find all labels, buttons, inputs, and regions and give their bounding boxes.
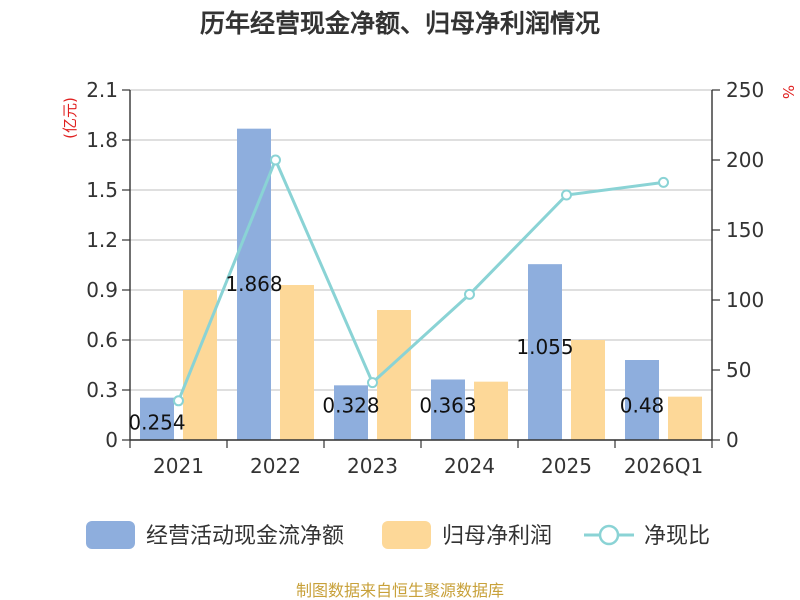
bar-cashflow xyxy=(431,379,465,440)
legend: 经营活动现金流净额 归母净利润 净现比 xyxy=(86,521,710,549)
legend-label: 经营活动现金流净额 xyxy=(146,524,344,549)
bar-net-profit xyxy=(571,340,605,440)
bar-value-label: 1.868 xyxy=(225,272,282,296)
bar-value-label: 0.48 xyxy=(620,394,665,418)
bar-cashflow xyxy=(334,385,368,440)
ratio-point xyxy=(464,288,475,300)
legend-swatch xyxy=(382,521,431,549)
x-tick-label: 2021 xyxy=(153,454,204,478)
right-axis-unit: % xyxy=(779,85,797,99)
left-tick-label: 0.6 xyxy=(86,328,118,352)
bar-cashflow xyxy=(625,360,659,440)
legend-point-swatch xyxy=(598,524,620,546)
left-tick-label: 2.1 xyxy=(86,78,118,102)
left-tick-label: 0.9 xyxy=(86,278,118,302)
legend-swatch xyxy=(86,521,135,549)
right-tick-label: 200 xyxy=(726,148,764,172)
x-tick-label: 2025 xyxy=(541,454,592,478)
bar-value-label: 0.254 xyxy=(128,410,185,434)
bar-cashflow xyxy=(528,264,562,440)
right-tick-label: 150 xyxy=(726,218,764,242)
chart-title: 历年经营现金净额、归母净利润情况 xyxy=(200,9,600,38)
bar-value-label: 1.055 xyxy=(516,335,573,359)
bar-cashflow xyxy=(140,397,174,440)
left-tick-label: 1.2 xyxy=(86,228,118,252)
right-tick-label: 0 xyxy=(726,428,739,452)
ratio-series-line xyxy=(177,156,664,402)
x-tick-label: 2022 xyxy=(250,454,301,478)
x-tick-label: 2026Q1 xyxy=(624,454,703,478)
ratio-point xyxy=(173,395,184,407)
left-tick-label: 0.3 xyxy=(86,378,118,402)
bar-net-profit xyxy=(280,285,314,440)
bar-value-label: 0.363 xyxy=(419,394,476,418)
ratio-point xyxy=(367,377,378,389)
legend-label: 归母净利润 xyxy=(442,524,552,549)
ratio-point xyxy=(561,189,572,201)
legend-label: 净现比 xyxy=(644,524,710,549)
source-note: 制图数据来自恒生聚源数据库 xyxy=(296,581,504,600)
grid-lines xyxy=(130,89,712,441)
bar-cashflow xyxy=(237,128,271,440)
left-axis-unit: (亿元) xyxy=(61,97,79,139)
axes: 0 0.3 0.6 0.9 1.2 1.5 1.8 2.1 0 50 100 150 200 250 202… xyxy=(86,78,764,478)
right-tick-label: 50 xyxy=(726,358,751,382)
left-tick-label: 0 xyxy=(105,428,118,452)
bar-net-profit xyxy=(474,381,508,440)
bar-net-profit xyxy=(668,396,702,440)
x-tick-label: 2023 xyxy=(347,454,398,478)
ratio-point xyxy=(658,176,669,188)
ratio-point xyxy=(270,154,281,166)
bar-net-profit xyxy=(183,290,217,440)
bar-value-label: 0.328 xyxy=(322,394,379,418)
right-tick-label: 100 xyxy=(726,288,764,312)
bars xyxy=(140,128,702,440)
ratio-line xyxy=(173,154,669,407)
left-tick-label: 1.8 xyxy=(86,128,118,152)
data-labels: 0.254 1.868 0.328 0.363 1.055 0.48 xyxy=(128,272,664,434)
left-tick-label: 1.5 xyxy=(86,178,118,202)
x-tick-label: 2024 xyxy=(444,454,495,478)
right-tick-label: 250 xyxy=(726,78,764,102)
